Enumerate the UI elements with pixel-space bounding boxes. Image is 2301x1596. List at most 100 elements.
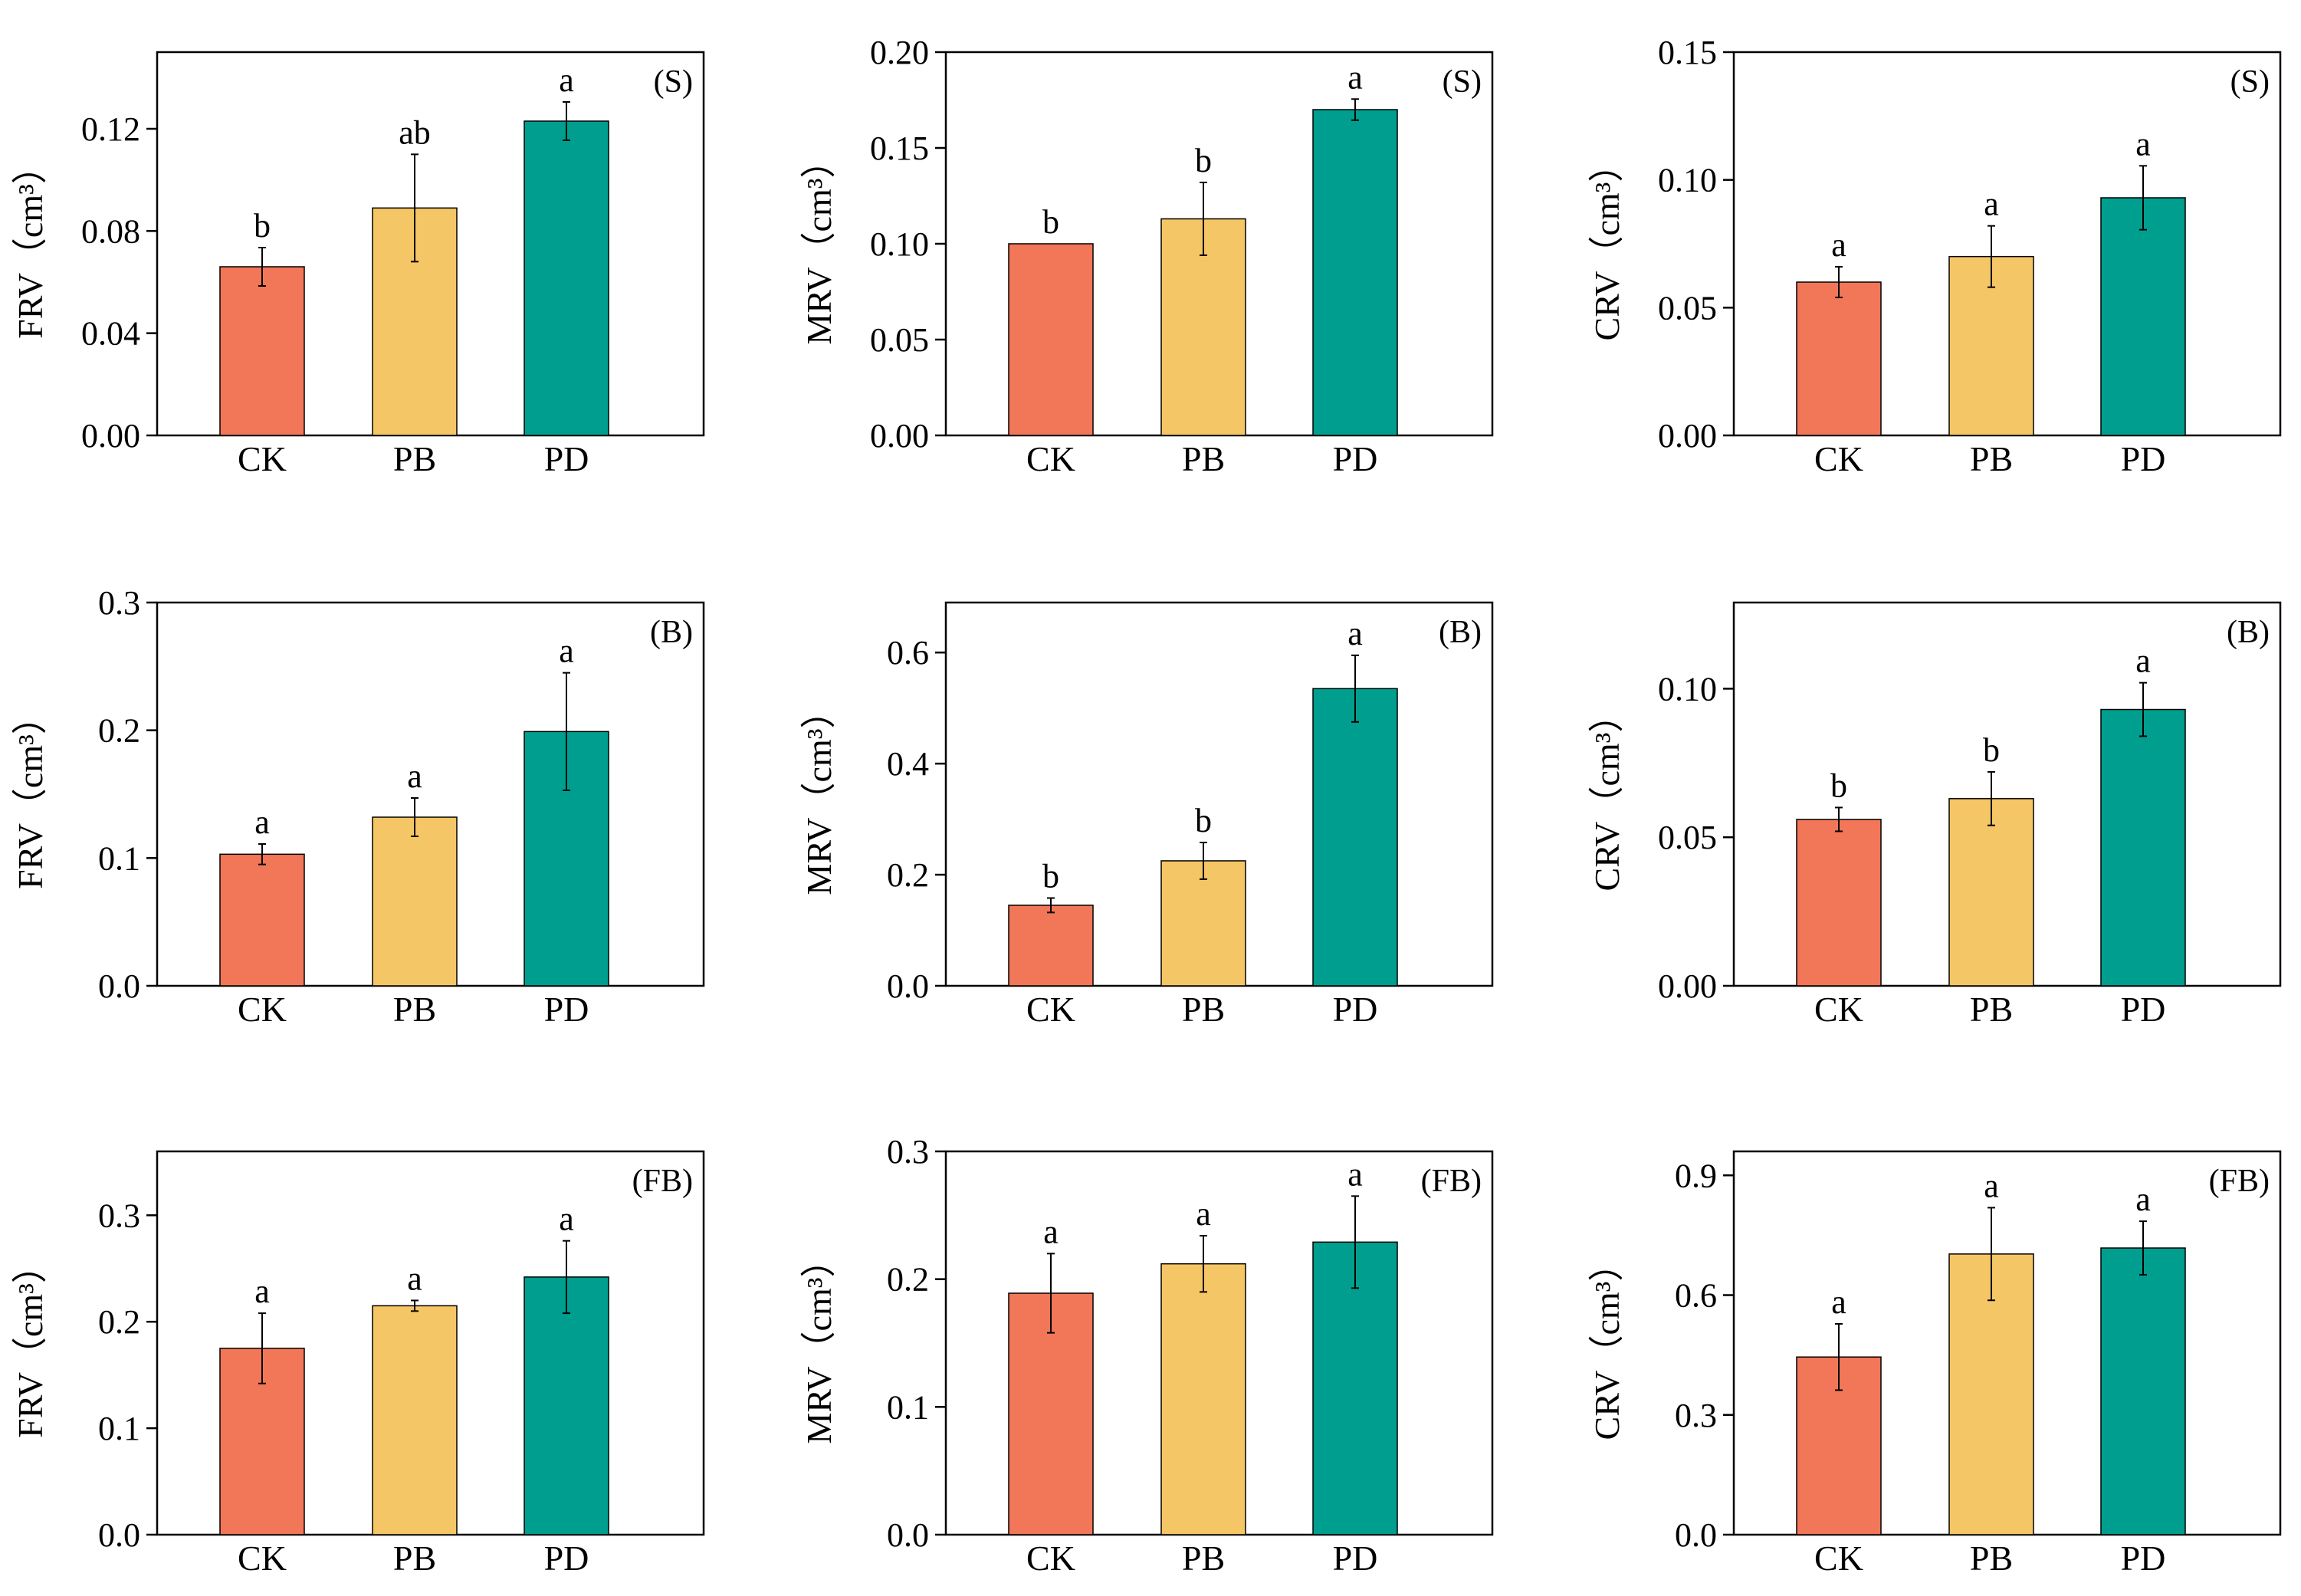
bar-pb xyxy=(1948,798,2034,987)
y-axis-label: MRV（cm³） xyxy=(799,143,839,344)
significance-letter: b xyxy=(1195,142,1212,179)
bar-pb xyxy=(1160,1263,1246,1535)
x-category-label: PB xyxy=(393,1539,436,1578)
x-category-label: CK xyxy=(1814,1539,1863,1578)
significance-letter: b xyxy=(1983,731,2000,769)
y-tick-label: 0.3 xyxy=(98,584,140,622)
x-category-label: PB xyxy=(1970,990,2013,1029)
bar-pd xyxy=(1312,1241,1398,1535)
x-category-label: PD xyxy=(1333,990,1378,1029)
significance-letter: a xyxy=(1984,1167,1999,1204)
y-tick-label: 0.1 xyxy=(98,1410,140,1447)
y-tick-label: 0.00 xyxy=(81,417,140,455)
x-category-label: CK xyxy=(1026,439,1075,478)
y-axis-label: CRV（cm³） xyxy=(1587,698,1626,892)
y-tick-label: 0.3 xyxy=(98,1197,140,1234)
chart-panel: 0.0 0.1 0.2 0.3 FRV（cm³） (B) a CK a PB a PD xyxy=(11,584,705,1029)
bar-ck xyxy=(1796,281,1882,436)
x-category-label: PD xyxy=(2121,439,2166,478)
chart-panel: 0.0 0.1 0.2 0.3 FRV（cm³） (FB) a CK a PB a PD xyxy=(11,1150,705,1578)
x-category-label: PD xyxy=(544,439,589,478)
panel-tag: (FB) xyxy=(1421,1164,1482,1199)
y-tick-label: 0.04 xyxy=(81,315,140,353)
bar-pb xyxy=(372,1305,458,1535)
chart-panel: 0.00 0.05 0.10 0.15 CRV（cm³） (S) a CK a PB a PD xyxy=(1587,34,2282,478)
x-category-label: PB xyxy=(1970,439,2013,478)
y-axis-label: FRV（cm³） xyxy=(11,699,50,889)
x-category-label: PB xyxy=(1182,1539,1225,1578)
y-tick-label: 0.2 xyxy=(98,1303,140,1341)
x-category-label: PB xyxy=(1970,1539,2013,1578)
x-category-label: PD xyxy=(544,1539,589,1578)
y-tick-label: 0.0 xyxy=(887,1516,929,1554)
x-category-label: PD xyxy=(1333,1539,1378,1578)
y-tick-label: 0.1 xyxy=(887,1388,929,1426)
y-tick-label: 0.00 xyxy=(1658,417,1717,455)
bar-ck xyxy=(219,266,305,436)
x-category-label: PB xyxy=(1182,990,1225,1029)
y-tick-label: 0.0 xyxy=(1675,1516,1717,1554)
y-tick-label: 0.15 xyxy=(1658,34,1717,71)
y-tick-label: 0.1 xyxy=(98,839,140,877)
x-category-label: CK xyxy=(238,990,287,1029)
significance-letter: b xyxy=(1830,767,1847,804)
bar-pd xyxy=(2100,708,2186,987)
y-tick-label: 0.0 xyxy=(98,1516,140,1554)
significance-letter: a xyxy=(1831,1283,1846,1321)
panel-tag: (B) xyxy=(2227,615,2270,650)
x-category-label: PB xyxy=(393,439,436,478)
y-axis-label: FRV（cm³） xyxy=(11,1248,50,1438)
bar-ck xyxy=(1008,243,1094,436)
x-category-label: CK xyxy=(238,1539,287,1578)
y-axis-label: MRV（cm³） xyxy=(799,693,839,895)
bar-pd xyxy=(2100,197,2186,436)
y-tick-label: 0.08 xyxy=(81,212,140,250)
x-category-label: PB xyxy=(393,990,436,1029)
x-category-label: PD xyxy=(2121,1539,2166,1578)
significance-letter: b xyxy=(1042,203,1059,241)
y-tick-label: 0.20 xyxy=(870,34,929,71)
bar-pd xyxy=(2100,1247,2186,1535)
significance-letter: a xyxy=(559,1200,574,1238)
y-tick-label: 0.2 xyxy=(98,712,140,750)
bar-pd xyxy=(1312,109,1398,436)
panel-tag: (S) xyxy=(654,64,693,100)
significance-letter: a xyxy=(2135,125,2151,163)
panel-tag: (B) xyxy=(650,615,693,650)
x-category-label: CK xyxy=(238,439,287,478)
bar-pd xyxy=(1312,688,1398,987)
significance-letter: a xyxy=(1347,58,1363,96)
y-tick-label: 0.6 xyxy=(1675,1277,1717,1315)
y-tick-label: 0.3 xyxy=(1675,1397,1717,1434)
significance-letter: a xyxy=(407,1259,422,1297)
y-tick-label: 0.10 xyxy=(870,225,929,263)
y-tick-label: 0.00 xyxy=(1658,967,1717,1005)
significance-letter: a xyxy=(1196,1195,1211,1233)
y-tick-label: 0.10 xyxy=(1658,670,1717,708)
x-category-label: PD xyxy=(544,990,589,1029)
chart-panel: 0.0 0.3 0.6 0.9 CRV（cm³） (FB) a CK a PB a PD xyxy=(1587,1150,2282,1578)
significance-letter: a xyxy=(1043,1213,1059,1250)
x-category-label: CK xyxy=(1814,990,1863,1029)
chart-panel: 0.0 0.2 0.4 0.6 MRV（cm³） (B) b CK b PB a PD xyxy=(799,601,1494,1029)
significance-letter: a xyxy=(559,61,574,99)
bar-pd xyxy=(524,1276,609,1535)
bar-pb xyxy=(1160,860,1246,987)
y-axis-label: CRV（cm³） xyxy=(1587,147,1626,341)
y-tick-label: 0.00 xyxy=(870,417,929,455)
significance-letter: a xyxy=(2135,1181,2151,1218)
bar-ck xyxy=(1796,819,1882,987)
y-tick-label: 0.3 xyxy=(887,1133,929,1171)
panel-tag: (FB) xyxy=(632,1164,693,1199)
significance-letter: a xyxy=(1347,1155,1363,1193)
y-axis-label: MRV（cm³） xyxy=(799,1242,839,1443)
x-category-label: PB xyxy=(1182,439,1225,478)
significance-letter: a xyxy=(1347,615,1363,652)
y-tick-label: 0.05 xyxy=(1658,289,1717,327)
x-category-label: CK xyxy=(1026,990,1075,1029)
significance-letter: a xyxy=(407,757,422,795)
y-tick-label: 0.9 xyxy=(1675,1157,1717,1194)
panel-tag: (S) xyxy=(2230,64,2270,100)
bar-ck xyxy=(1008,905,1094,987)
